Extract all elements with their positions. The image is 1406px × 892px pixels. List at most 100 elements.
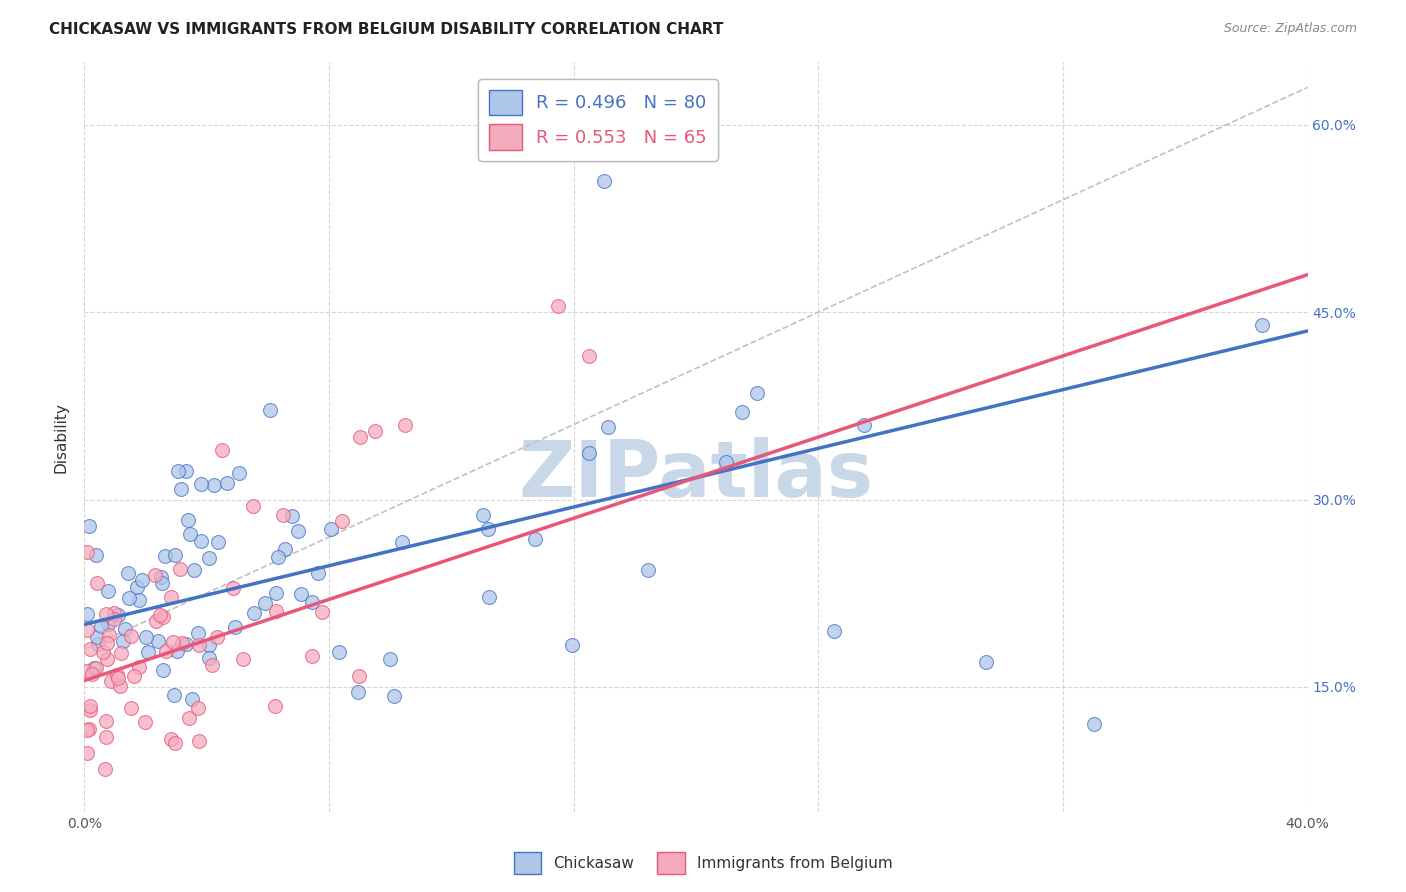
Point bbox=[207, 630, 229, 644]
Point bbox=[177, 514, 200, 528]
Point bbox=[823, 624, 845, 638]
Legend: R = 0.496   N = 80, R = 0.553   N = 65: R = 0.496 N = 80, R = 0.553 N = 65 bbox=[478, 79, 717, 161]
Point bbox=[273, 508, 295, 522]
Point bbox=[179, 711, 201, 725]
Text: Source: ZipAtlas.com: Source: ZipAtlas.com bbox=[1223, 22, 1357, 36]
Point bbox=[228, 466, 250, 480]
Point bbox=[149, 608, 172, 623]
Point bbox=[94, 714, 117, 729]
Point bbox=[172, 636, 194, 650]
Point bbox=[301, 595, 323, 609]
Point bbox=[84, 548, 107, 562]
Point bbox=[107, 607, 129, 622]
Point bbox=[77, 722, 100, 736]
Point bbox=[174, 637, 197, 651]
Point bbox=[274, 542, 297, 557]
Point bbox=[477, 522, 499, 536]
Point bbox=[128, 660, 150, 674]
Point bbox=[187, 625, 209, 640]
Point bbox=[114, 623, 136, 637]
Point bbox=[217, 476, 239, 491]
Point bbox=[100, 673, 122, 688]
Text: ZIPatlas: ZIPatlas bbox=[519, 436, 873, 513]
Point bbox=[198, 638, 221, 652]
Point bbox=[187, 734, 209, 748]
Point bbox=[1250, 318, 1272, 332]
Point bbox=[96, 636, 118, 650]
Point bbox=[166, 644, 188, 658]
Point bbox=[149, 570, 172, 584]
Point bbox=[319, 522, 342, 536]
Point bbox=[153, 549, 176, 563]
Point bbox=[180, 691, 202, 706]
Point bbox=[391, 534, 413, 549]
Point bbox=[111, 633, 134, 648]
Point bbox=[183, 563, 205, 577]
Point bbox=[107, 671, 129, 685]
Point bbox=[198, 651, 221, 665]
Point bbox=[232, 652, 254, 666]
Point bbox=[179, 526, 201, 541]
Point bbox=[77, 519, 100, 533]
Point bbox=[94, 730, 117, 744]
Point bbox=[150, 576, 173, 591]
Point bbox=[578, 446, 600, 460]
Point bbox=[97, 617, 120, 632]
Point bbox=[152, 610, 174, 624]
Point bbox=[224, 620, 246, 634]
Point bbox=[547, 299, 569, 313]
Point bbox=[86, 630, 108, 644]
Point bbox=[125, 580, 148, 594]
Point bbox=[79, 703, 101, 717]
Point bbox=[118, 591, 141, 605]
Point bbox=[747, 386, 769, 401]
Point bbox=[124, 669, 146, 683]
Point bbox=[82, 666, 104, 681]
Point bbox=[190, 534, 212, 549]
Point bbox=[259, 403, 281, 417]
Point bbox=[222, 581, 245, 595]
Point bbox=[160, 590, 183, 604]
Point bbox=[311, 605, 333, 619]
Point bbox=[160, 731, 183, 746]
Point bbox=[96, 651, 118, 665]
Point bbox=[79, 641, 101, 656]
Point bbox=[98, 628, 121, 642]
Point bbox=[110, 646, 132, 660]
Point bbox=[976, 655, 998, 669]
Point bbox=[76, 545, 98, 559]
Point bbox=[394, 417, 416, 432]
Point bbox=[380, 652, 402, 666]
Point bbox=[264, 604, 287, 618]
Point bbox=[167, 464, 190, 478]
Point bbox=[169, 562, 191, 576]
Point bbox=[86, 576, 108, 591]
Point bbox=[120, 629, 142, 643]
Point bbox=[471, 508, 494, 522]
Point bbox=[155, 644, 177, 658]
Point bbox=[76, 664, 98, 678]
Point bbox=[330, 514, 353, 528]
Point bbox=[593, 174, 616, 188]
Point bbox=[145, 614, 167, 628]
Point bbox=[152, 664, 174, 678]
Point bbox=[83, 661, 105, 675]
Point bbox=[596, 419, 619, 434]
Point bbox=[349, 430, 371, 444]
Point bbox=[165, 735, 187, 749]
Point bbox=[211, 442, 233, 457]
Point bbox=[253, 596, 276, 610]
Point bbox=[578, 349, 600, 363]
Point bbox=[86, 637, 108, 651]
Point bbox=[163, 548, 186, 562]
Point bbox=[201, 658, 224, 673]
Point bbox=[174, 464, 197, 478]
Point bbox=[287, 524, 309, 538]
Point bbox=[186, 700, 208, 714]
Point bbox=[108, 679, 131, 693]
Point bbox=[382, 690, 405, 704]
Point bbox=[264, 699, 287, 714]
Point bbox=[1083, 717, 1105, 731]
Point bbox=[637, 563, 659, 577]
Point bbox=[76, 607, 98, 621]
